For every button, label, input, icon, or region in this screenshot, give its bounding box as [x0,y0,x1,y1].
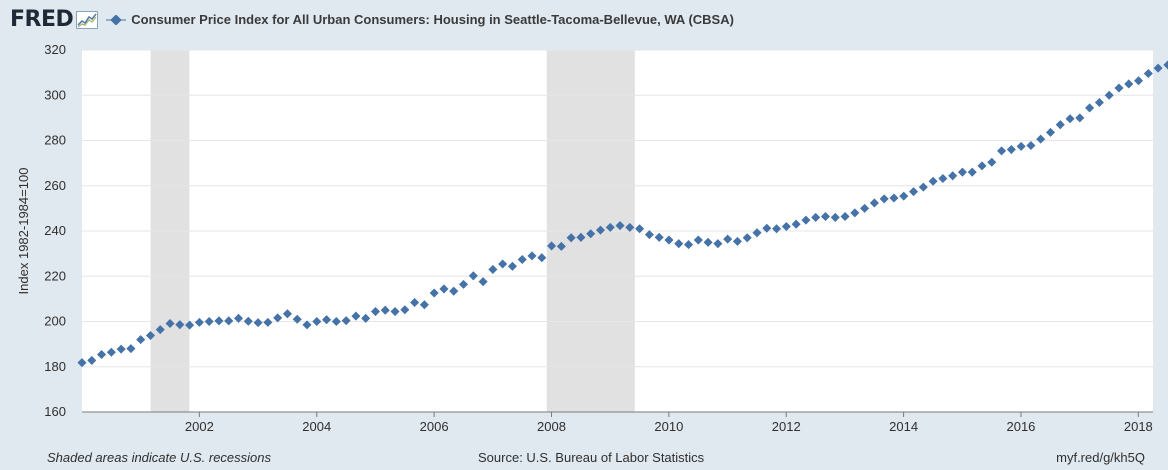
data-point [77,358,87,368]
data-point [106,347,116,357]
data-point [723,234,733,244]
data-point [204,316,214,327]
data-point [243,316,253,326]
data-point [145,331,156,341]
data-point [1153,63,1163,73]
data-point [155,325,165,335]
data-point [742,233,752,243]
y-tick-label: 260 [44,178,66,193]
data-point [987,157,997,167]
grid-layer [82,49,1153,368]
y-tick-label: 160 [44,404,66,419]
y-tick-label: 300 [44,87,66,102]
line-chart-icon [76,11,99,29]
data-point [136,335,146,345]
y-tick-label: 280 [44,133,66,148]
y-tick-label: 240 [44,223,66,238]
source-text: Source: U.S. Bureau of Labor Statistics [478,450,705,465]
data-point [713,239,723,249]
y-tick-label: 200 [44,314,66,329]
data-point [752,228,762,238]
x-tick-label: 2010 [654,419,683,434]
data-point [732,236,742,246]
x-tick-label: 2004 [302,419,331,434]
x-tick-label: 2014 [889,419,918,434]
x-tick-label: 2008 [537,419,566,434]
data-point [997,146,1007,156]
fred-logo[interactable]: FRED [10,6,74,32]
y-tick-label: 180 [44,359,66,374]
data-point [977,161,987,171]
chart-title: Consumer Price Index for All Urban Consu… [131,11,734,27]
data-point [703,237,713,247]
y-axis-label: Index 1982-1984=100 [16,168,31,295]
x-tick-label: 2016 [1006,419,1035,434]
data-point [224,316,234,326]
chart-header: FRED Consumer Price Index for All Urban … [10,6,734,32]
data-point [126,344,136,354]
data-point [175,320,185,330]
x-tick-label: 2002 [185,419,214,434]
axis-layer: 160 180 200 220 240 260 280 300 320 2002 2004 2006 2… [44,42,1153,434]
data-point [214,316,224,326]
data-point [233,313,244,323]
y-tick-label: 320 [44,42,66,57]
data-point [165,319,175,329]
recession-note: Shaded areas indicate U.S. recessions [47,450,272,465]
data-point [1163,60,1168,70]
x-tick-label: 2018 [1124,419,1153,434]
short-link[interactable]: myf.red/g/kh5Q [1056,450,1145,465]
data-point [194,317,204,327]
x-tick-label: 2012 [772,419,801,434]
data-point [1016,141,1026,151]
series-legend-marker-icon [106,14,127,25]
x-tick-label: 2006 [420,419,449,434]
data-point [1006,145,1016,155]
data-point [97,350,107,360]
y-tick-label: 220 [44,268,66,283]
data-point [253,318,263,328]
